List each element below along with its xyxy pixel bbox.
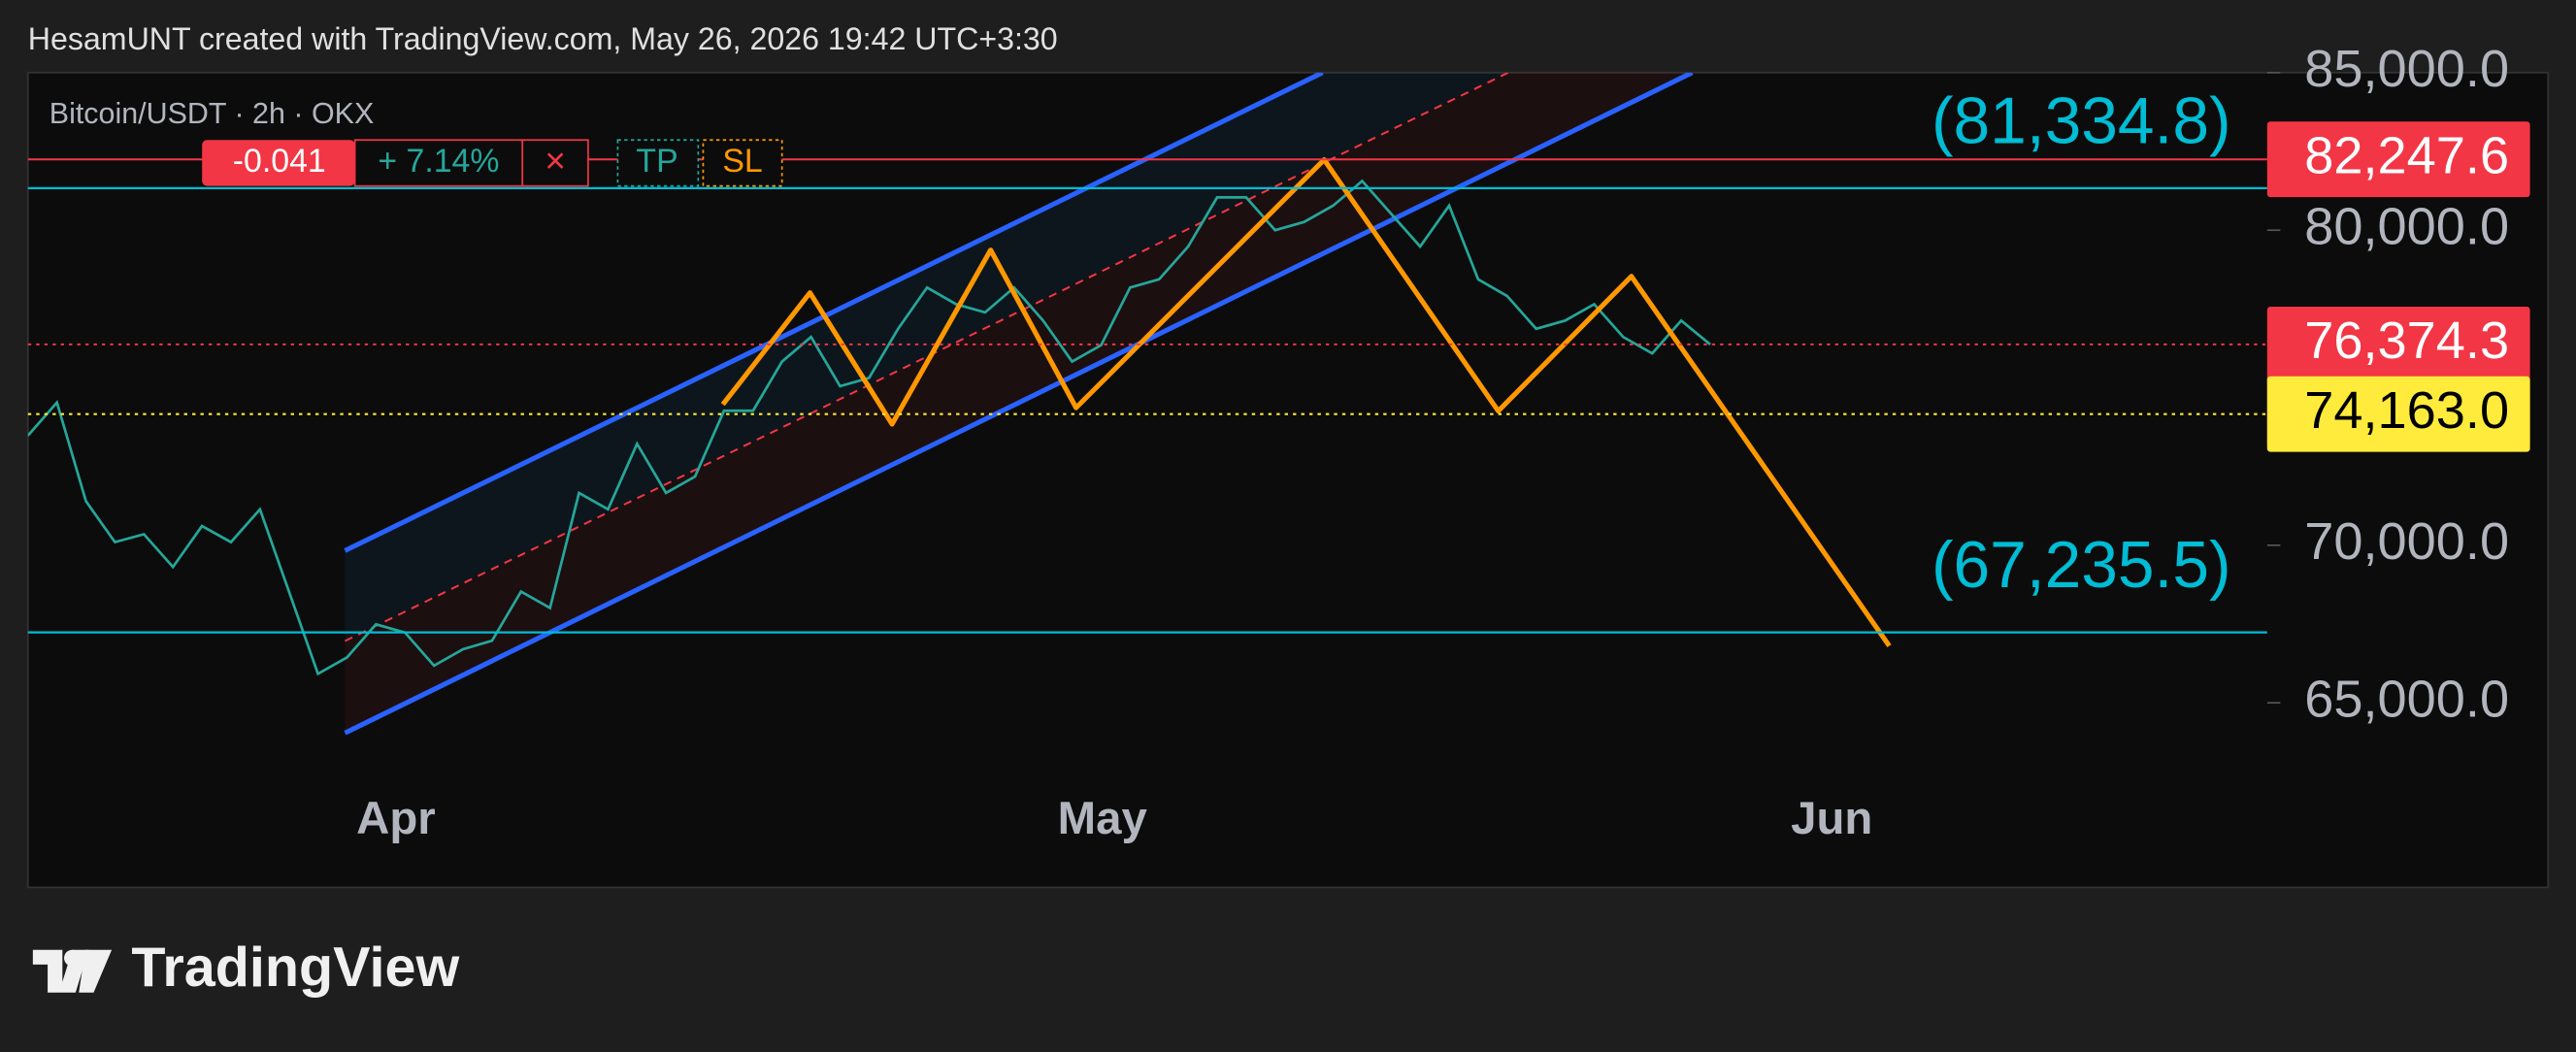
price-label: 82,247.6 [2304,127,2509,185]
price-line [27,179,1711,676]
logo-mark [79,949,113,993]
x-tick-label: Jun [1791,793,1872,844]
x-tick-label: May [1058,793,1148,844]
projection [720,157,1892,648]
price-label-box [2266,121,2530,198]
channel-line [344,72,1324,553]
widget-close-box[interactable] [521,139,589,187]
widget-sl[interactable]: SL [722,143,762,180]
widget-qty: -0.041 [233,143,326,180]
chart-layer: 65,000.0 70,000.0 80,000.0 85,000.0 Apr May Ju… [27,40,2530,844]
logo: TradingView [32,937,459,999]
widget-close[interactable]: × [545,140,566,181]
channel-line [344,72,1694,736]
chart-panel [26,71,2550,889]
y-tick-label: 80,000.0 [2304,197,2509,255]
target-label: (67,235.5) [1932,529,2231,602]
plot [27,72,1892,736]
brand: TradingView [131,937,459,999]
widget-pnl: + 7.14% [378,143,499,180]
price-label-box [2266,376,2530,452]
price-label: 76,374.3 [2304,312,2509,370]
symbol: Bitcoin/USDT · 2h · OKX [50,97,375,130]
x-tick-label: Apr [356,793,436,844]
y-tick-label: 85,000.0 [2304,40,2509,98]
price-label: 74,163.0 [2304,381,2509,440]
widget-qty-box[interactable] [202,140,355,186]
y-tick-label: 65,000.0 [2304,670,2509,728]
target-label: (81,334.8) [1932,84,2231,157]
widget-tp-box[interactable] [616,139,700,187]
logo-dot [64,949,81,967]
y-tick-label: 70,000.0 [2304,512,2509,571]
channel-upper-fill [345,72,1508,641]
widget-sl-box[interactable] [702,139,783,187]
widget-tp[interactable]: TP [636,143,677,180]
header-title: HesamUNT created with TradingView.com, M… [28,21,1058,56]
